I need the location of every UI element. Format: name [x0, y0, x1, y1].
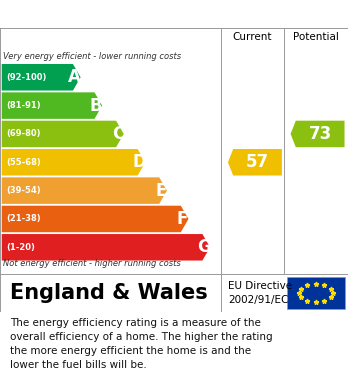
Polygon shape [2, 92, 102, 119]
Text: (1-20): (1-20) [6, 243, 35, 252]
Text: (69-80): (69-80) [6, 129, 40, 138]
Polygon shape [2, 64, 81, 91]
Text: 57: 57 [246, 153, 269, 171]
Text: D: D [133, 153, 146, 171]
Bar [287, 277, 345, 309]
Text: (21-38): (21-38) [6, 214, 40, 223]
Text: F: F [177, 210, 188, 228]
Polygon shape [2, 206, 189, 232]
Text: G: G [197, 238, 211, 256]
Text: Potential: Potential [293, 32, 339, 42]
Text: B: B [90, 97, 103, 115]
Text: A: A [68, 68, 81, 86]
Text: Very energy efficient - lower running costs: Very energy efficient - lower running co… [3, 52, 182, 61]
Text: 73: 73 [309, 125, 332, 143]
Text: (55-68): (55-68) [6, 158, 41, 167]
Text: Current: Current [232, 32, 272, 42]
Text: Energy Efficiency Rating: Energy Efficiency Rating [10, 5, 239, 23]
Polygon shape [228, 149, 282, 176]
Text: EU Directive
2002/91/EC: EU Directive 2002/91/EC [228, 282, 292, 305]
Text: Not energy efficient - higher running costs: Not energy efficient - higher running co… [3, 259, 181, 268]
Text: (92-100): (92-100) [6, 73, 46, 82]
Text: C: C [112, 125, 124, 143]
Text: (39-54): (39-54) [6, 186, 40, 195]
Polygon shape [2, 234, 210, 260]
Text: E: E [155, 181, 167, 200]
Polygon shape [2, 149, 145, 176]
Text: (81-91): (81-91) [6, 101, 40, 110]
Polygon shape [291, 121, 345, 147]
Text: England & Wales: England & Wales [10, 283, 208, 303]
Polygon shape [2, 121, 124, 147]
Text: The energy efficiency rating is a measure of the
overall efficiency of a home. T: The energy efficiency rating is a measur… [10, 318, 273, 370]
Polygon shape [2, 178, 167, 204]
